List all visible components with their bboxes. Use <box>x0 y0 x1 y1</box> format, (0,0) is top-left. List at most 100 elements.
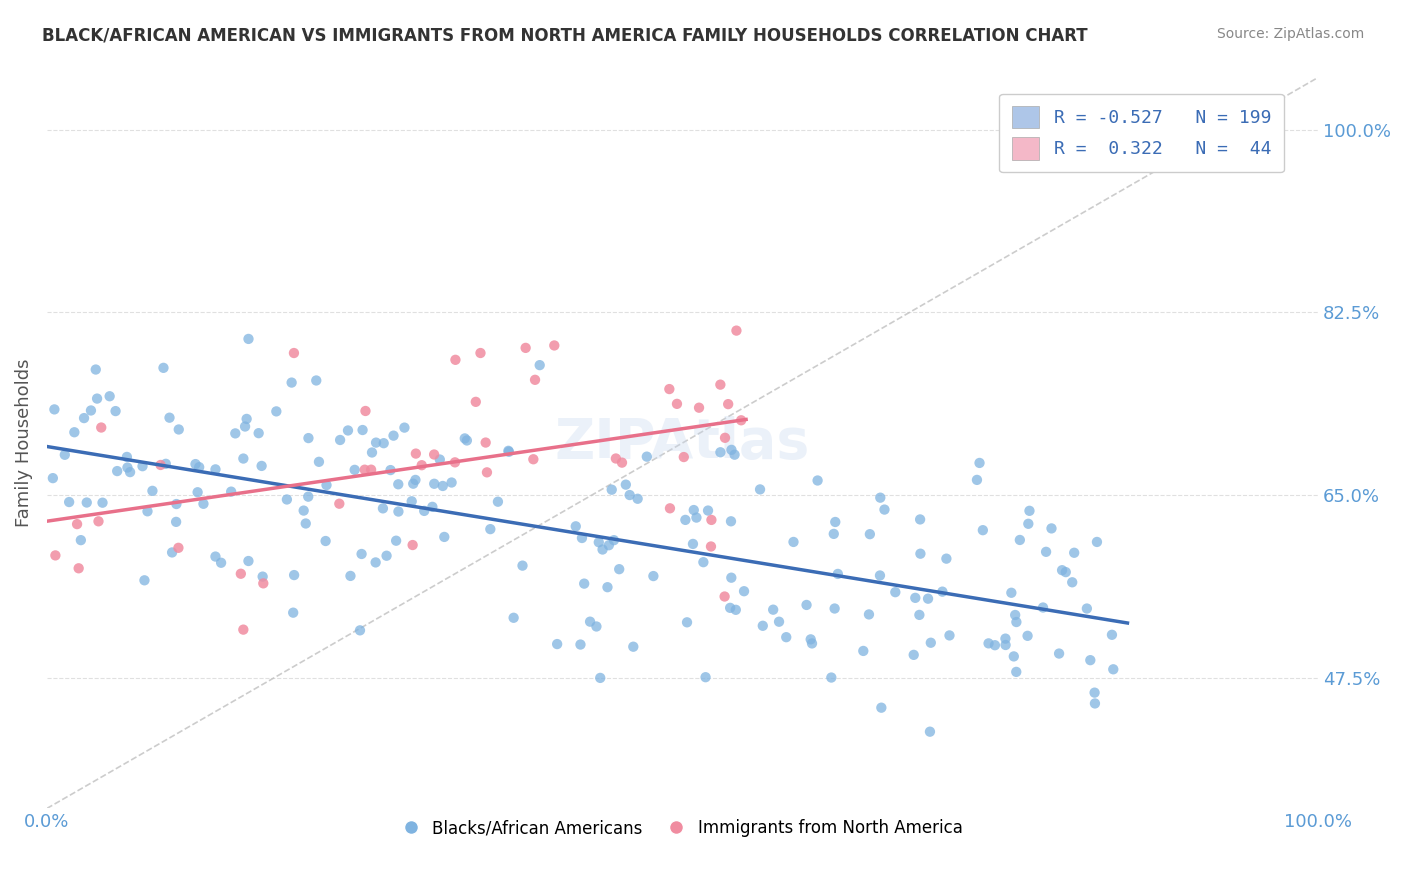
Point <box>329 433 352 447</box>
Point <box>904 591 927 605</box>
Point <box>673 513 696 527</box>
Point <box>682 503 704 517</box>
Point <box>1000 586 1022 600</box>
Point <box>1101 628 1123 642</box>
Point <box>1054 565 1077 579</box>
Point <box>339 569 361 583</box>
Point <box>394 420 416 434</box>
Point <box>782 535 804 549</box>
Point <box>762 602 785 616</box>
Point <box>44 549 66 563</box>
Point <box>1017 629 1039 643</box>
Point <box>1005 615 1028 629</box>
Point <box>350 547 373 561</box>
Point <box>475 466 498 480</box>
Point <box>283 568 305 582</box>
Point <box>614 477 637 491</box>
Point <box>1040 521 1063 535</box>
Point <box>432 479 454 493</box>
Point <box>725 324 748 338</box>
Point <box>1008 533 1031 547</box>
Point <box>994 638 1017 652</box>
Point <box>724 603 747 617</box>
Point <box>229 566 252 581</box>
Point <box>353 463 375 477</box>
Point <box>433 530 456 544</box>
Point <box>159 410 181 425</box>
Point <box>873 502 896 516</box>
Point <box>619 488 641 502</box>
Point <box>607 562 630 576</box>
Point <box>796 598 818 612</box>
Point <box>935 551 957 566</box>
Point <box>820 671 842 685</box>
Point <box>569 638 592 652</box>
Point <box>167 422 190 436</box>
Point <box>920 636 942 650</box>
Point <box>294 516 316 531</box>
Point <box>1050 563 1073 577</box>
Point <box>658 382 681 396</box>
Point <box>720 571 742 585</box>
Point <box>972 523 994 537</box>
Point <box>823 527 845 541</box>
Point <box>908 512 931 526</box>
Point <box>502 611 524 625</box>
Point <box>90 420 112 434</box>
Point <box>1062 575 1084 590</box>
Point <box>136 504 159 518</box>
Point <box>382 428 405 442</box>
Point <box>884 585 907 599</box>
Point <box>859 527 882 541</box>
Point <box>676 615 699 630</box>
Point <box>1002 649 1025 664</box>
Point <box>131 459 153 474</box>
Point <box>565 519 588 533</box>
Point <box>232 623 254 637</box>
Point <box>405 447 427 461</box>
Point <box>120 465 142 479</box>
Point <box>917 591 939 606</box>
Point <box>486 494 509 508</box>
Point <box>67 561 90 575</box>
Point <box>692 555 714 569</box>
Point <box>824 515 846 529</box>
Point <box>659 501 682 516</box>
Point <box>515 341 537 355</box>
Point <box>1084 686 1107 700</box>
Point <box>117 460 139 475</box>
Point <box>969 456 991 470</box>
Point <box>733 584 755 599</box>
Point <box>276 492 298 507</box>
Point <box>456 434 478 448</box>
Point <box>349 624 371 638</box>
Point <box>387 477 409 491</box>
Point <box>643 569 665 583</box>
Point <box>219 484 242 499</box>
Point <box>931 584 953 599</box>
Point <box>627 491 650 506</box>
Point <box>543 338 565 352</box>
Point <box>1078 653 1101 667</box>
Point <box>1004 607 1026 622</box>
Point <box>429 452 451 467</box>
Point <box>695 670 717 684</box>
Point <box>404 473 426 487</box>
Point <box>1063 546 1085 560</box>
Point <box>749 483 772 497</box>
Point <box>361 445 384 459</box>
Point <box>723 448 745 462</box>
Text: BLACK/AFRICAN AMERICAN VS IMMIGRANTS FROM NORTH AMERICA FAMILY HOUSEHOLDS CORREL: BLACK/AFRICAN AMERICAN VS IMMIGRANTS FRO… <box>42 27 1088 45</box>
Point <box>165 515 187 529</box>
Point <box>589 671 612 685</box>
Point <box>402 476 425 491</box>
Point <box>252 576 274 591</box>
Point <box>184 457 207 471</box>
Point <box>252 569 274 583</box>
Point <box>141 483 163 498</box>
Point <box>636 450 658 464</box>
Point <box>574 576 596 591</box>
Point <box>380 463 402 477</box>
Point <box>918 724 941 739</box>
Point <box>479 522 502 536</box>
